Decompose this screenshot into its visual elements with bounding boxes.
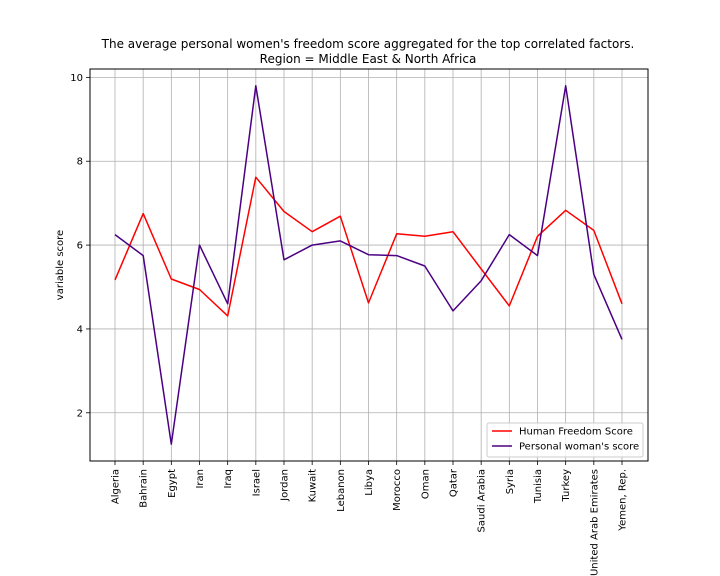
y-tick-label: 10	[70, 73, 83, 84]
y-tick-label: 6	[77, 241, 83, 252]
x-axis: Algeria Bahrain Egypt Iran Iraq Israel Jordan K…	[111, 461, 629, 576]
x-tick-label: Egypt	[167, 469, 178, 498]
series-layer	[114, 85, 623, 445]
x-tick-label: Iran	[195, 469, 206, 489]
x-tick-label: Oman	[420, 469, 431, 499]
x-tick-label: Turkey	[561, 469, 572, 503]
x-tick-label: Bahrain	[139, 469, 150, 508]
plot-frame	[89, 68, 649, 462]
chart-subtitle: Region = Middle East & North Africa	[260, 52, 477, 66]
x-tick-label: United Arab Emirates	[589, 469, 600, 576]
legend: Human Freedom Score Personal woman's scor…	[486, 422, 644, 458]
grid	[90, 69, 648, 461]
x-tick-label: Saudi Arabia	[477, 469, 488, 532]
x-tick-label: Libya	[364, 469, 375, 496]
x-tick-label: Yemen, Rep.	[618, 469, 629, 532]
y-tick-label: 2	[77, 408, 83, 419]
y-axis-label: variable score	[55, 230, 66, 300]
x-tick-label: Qatar	[449, 468, 460, 497]
y-axis: 2 4 6 8 10	[70, 73, 90, 419]
x-tick-label: Kuwait	[308, 469, 319, 502]
y-tick-label: 4	[77, 324, 83, 335]
legend-label: Human Freedom Score	[519, 427, 633, 438]
x-tick-label: Jordan	[280, 469, 291, 502]
x-tick-label: Tunisia	[533, 469, 544, 504]
x-tick-label: Algeria	[111, 469, 122, 504]
x-tick-label: Syria	[505, 469, 516, 494]
x-tick-label: Lebanon	[336, 469, 347, 512]
x-tick-label: Israel	[251, 469, 262, 496]
legend-box	[486, 422, 644, 458]
x-tick-label: Iraq	[223, 469, 234, 489]
legend-label: Personal woman's score	[519, 442, 639, 453]
x-tick-label: Morocco	[392, 469, 403, 511]
chart-title: The average personal women's freedom sco…	[101, 37, 635, 51]
y-tick-label: 8	[77, 157, 83, 168]
